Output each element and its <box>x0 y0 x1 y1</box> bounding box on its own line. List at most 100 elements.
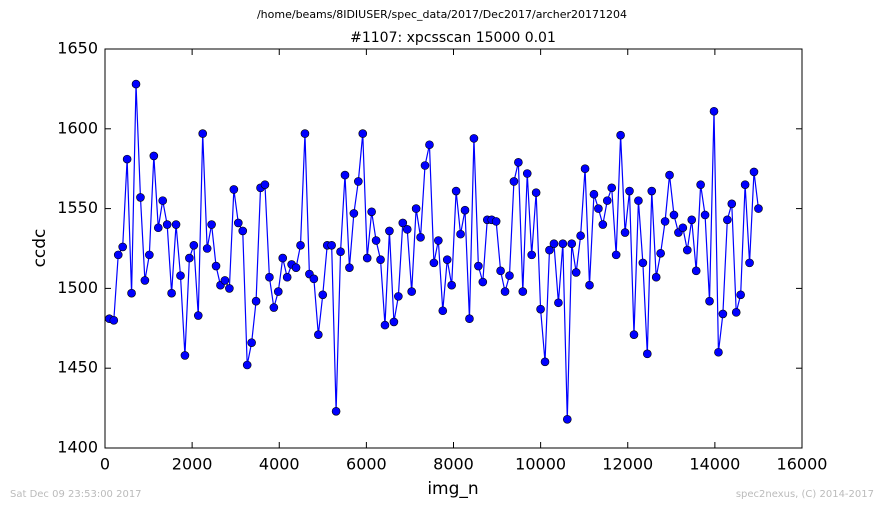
data-point <box>456 229 465 239</box>
data-point <box>478 277 488 287</box>
x-tick-label: 16000 <box>777 455 828 474</box>
data-point <box>145 250 154 260</box>
data-point <box>754 204 763 213</box>
data-point <box>527 250 536 260</box>
data-point <box>651 272 661 282</box>
y-tick-label: 1650 <box>57 39 98 58</box>
data-point <box>185 253 194 263</box>
data-point <box>625 186 634 196</box>
data-point <box>416 233 425 242</box>
data-point <box>300 129 310 138</box>
data-point <box>580 164 590 173</box>
data-point <box>269 303 279 312</box>
data-point <box>509 177 519 186</box>
data-point <box>442 255 452 264</box>
data-point <box>273 287 283 296</box>
data-point <box>731 308 741 317</box>
data-point <box>380 320 390 330</box>
data-point <box>656 248 665 258</box>
data-point <box>709 106 719 116</box>
x-tick-label: 4000 <box>259 455 300 474</box>
chart-title: #1107: xpcsscan 15000 0.01 <box>350 30 556 46</box>
data-point <box>278 253 288 263</box>
data-point <box>407 287 416 296</box>
data-point <box>291 263 301 272</box>
data-point <box>723 215 732 225</box>
suptitle: /home/beams/8IDIUSER/spec_data/2017/Dec2… <box>257 8 627 21</box>
x-tick-label: 0 <box>100 455 110 474</box>
data-point <box>611 250 621 260</box>
data-point <box>247 338 256 347</box>
data-point <box>496 266 505 276</box>
x-tick-label: 12000 <box>602 455 653 474</box>
data-point <box>660 217 670 226</box>
data-point <box>500 287 510 296</box>
data-point <box>705 296 714 306</box>
data-point <box>451 186 461 196</box>
data-point <box>491 217 501 226</box>
data-point <box>522 169 532 178</box>
y-tick-label: 1450 <box>57 358 98 377</box>
data-point <box>598 220 608 229</box>
data-point <box>425 140 434 150</box>
data-point <box>411 204 421 213</box>
data-point <box>309 274 319 284</box>
data-point <box>402 225 412 234</box>
data-point <box>282 272 292 282</box>
data-point <box>109 316 119 325</box>
data-point <box>474 261 483 271</box>
data-point <box>647 186 657 196</box>
data-point <box>607 183 617 193</box>
data-point <box>518 287 528 296</box>
data-point <box>505 271 514 280</box>
data-point <box>340 170 350 180</box>
data-point <box>113 250 123 260</box>
data-point <box>740 180 750 189</box>
data-point <box>385 226 394 236</box>
data-point <box>234 218 243 228</box>
data-point <box>354 177 363 186</box>
data-point <box>198 129 208 138</box>
data-point <box>447 280 456 290</box>
data-point <box>251 296 261 306</box>
data-point <box>211 261 221 271</box>
data-point <box>176 271 185 280</box>
data-point <box>700 210 710 220</box>
data-point <box>220 276 230 285</box>
data-point <box>434 236 443 245</box>
data-point <box>345 263 354 272</box>
data-point <box>727 199 737 209</box>
data-point <box>420 161 430 170</box>
data-point <box>371 236 381 245</box>
data-point <box>140 276 150 285</box>
x-axis-label: img_n <box>427 479 478 499</box>
y-tick-label: 1600 <box>57 118 98 137</box>
data-point <box>736 290 745 300</box>
data-point <box>465 314 474 324</box>
data-point <box>696 180 705 189</box>
data-point <box>314 330 323 339</box>
data-point <box>749 167 759 177</box>
data-point <box>594 204 603 213</box>
data-point <box>265 272 274 282</box>
y-tick-label: 1500 <box>57 278 98 297</box>
data-point <box>131 79 141 89</box>
data-point <box>665 170 674 180</box>
data-point <box>180 351 190 360</box>
data-point <box>691 266 701 276</box>
data-point <box>554 298 563 308</box>
data-point <box>207 220 216 229</box>
data-point <box>118 242 127 252</box>
data-point <box>429 258 439 268</box>
data-point <box>136 193 145 202</box>
data-point <box>585 280 594 290</box>
data-point <box>336 247 345 256</box>
data-point <box>571 268 581 277</box>
data-point <box>669 210 679 220</box>
data-point <box>358 129 368 138</box>
data-point <box>127 288 136 298</box>
y-tick-label: 1400 <box>57 438 98 457</box>
data-point <box>189 241 199 250</box>
data-point <box>394 292 403 301</box>
